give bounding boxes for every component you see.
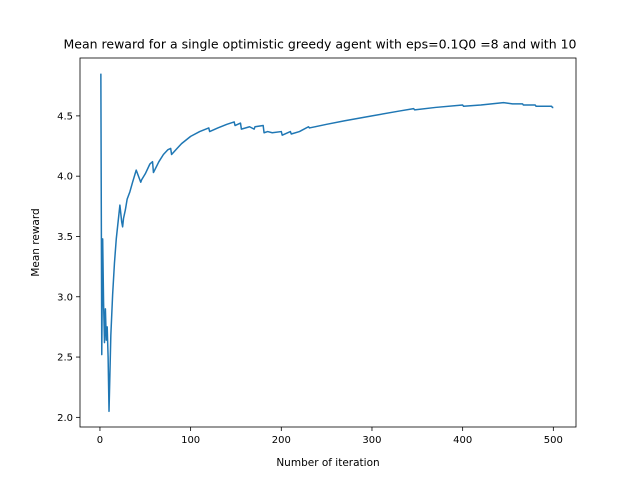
series-line (100, 73, 554, 413)
x-tick-label: 200 (272, 435, 291, 446)
x-tick-label: 0 (97, 435, 103, 446)
plot-frame (79, 57, 577, 428)
y-tick-label: 4.0 (57, 172, 73, 183)
chart-title: Mean reward for a single optimistic gree… (63, 37, 576, 52)
x-tick-label: 100 (181, 435, 200, 446)
x-axis-label: Number of iteration (276, 457, 379, 469)
series-layer (100, 73, 554, 413)
y-axis: 2.0 2.5 3.0 3.5 4.0 4.5 (57, 111, 80, 424)
y-tick-label: 3.5 (57, 232, 73, 243)
y-tick-label: 4.5 (57, 111, 73, 122)
x-tick-label: 300 (362, 435, 381, 446)
y-tick-label: 3.0 (57, 292, 73, 303)
x-axis: 0 100 200 300 400 500 (97, 427, 563, 446)
y-axis-label: Mean reward (30, 208, 42, 276)
x-tick-label: 500 (544, 435, 563, 446)
y-tick-label: 2.0 (57, 413, 73, 424)
y-tick-label: 2.5 (57, 353, 73, 364)
x-tick-label: 400 (453, 435, 472, 446)
